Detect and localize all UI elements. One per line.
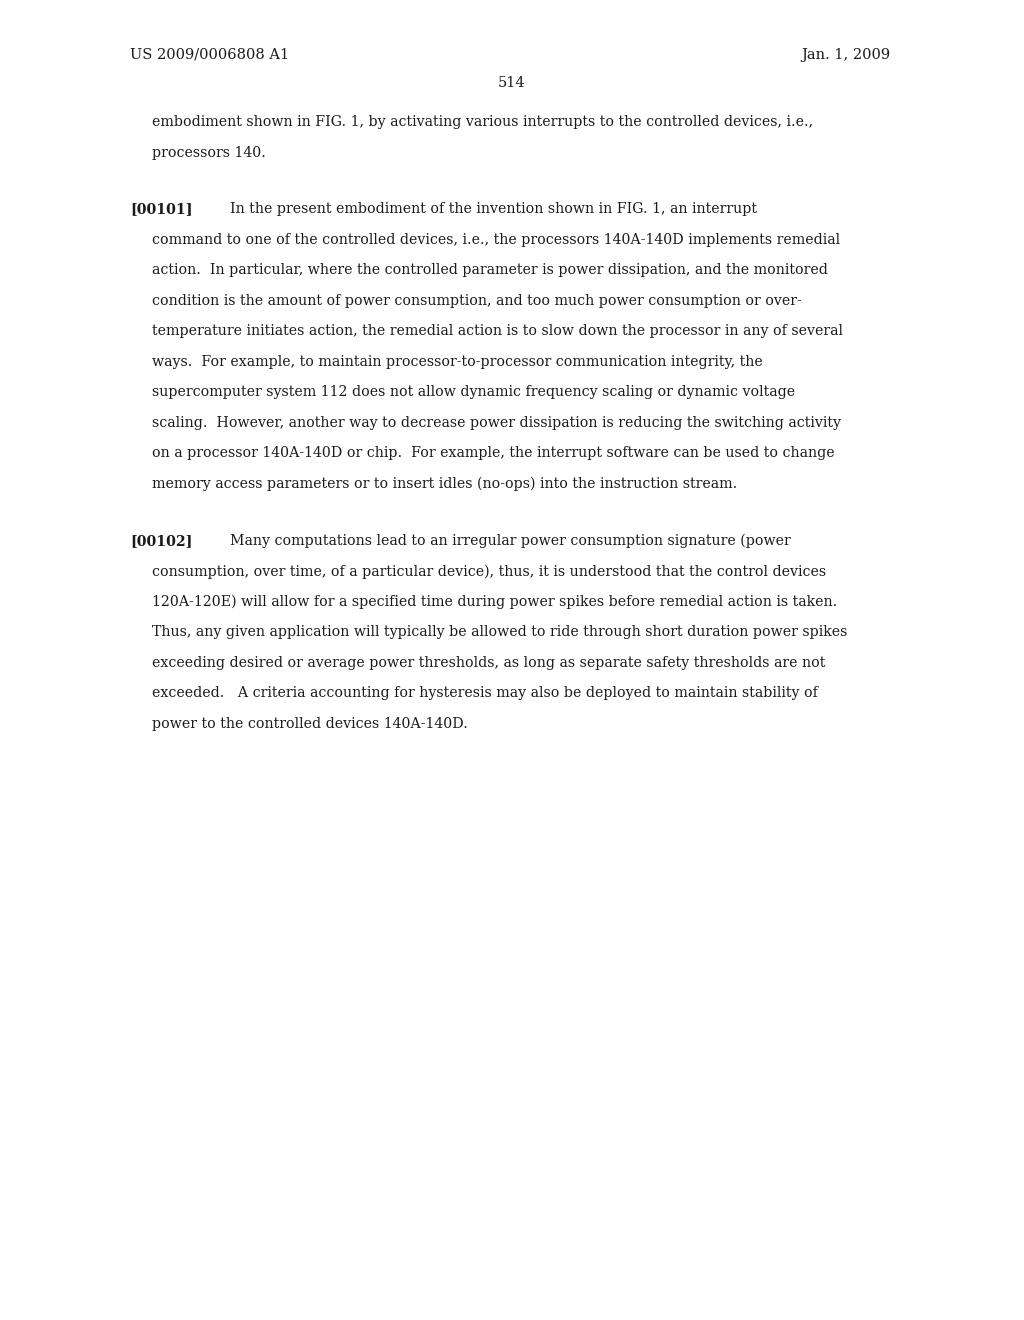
Text: [00102]: [00102]: [130, 535, 193, 548]
Text: US 2009/0006808 A1: US 2009/0006808 A1: [130, 48, 289, 62]
Text: consumption, over time, of a particular device), thus, it is understood that the: consumption, over time, of a particular …: [152, 565, 826, 579]
Text: processors 140.: processors 140.: [152, 145, 266, 160]
Text: scaling.  However, another way to decrease power dissipation is reducing the swi: scaling. However, another way to decreas…: [152, 416, 841, 430]
Text: exceeded.   A criteria accounting for hysteresis may also be deployed to maintai: exceeded. A criteria accounting for hyst…: [152, 686, 818, 701]
Text: action.  In particular, where the controlled parameter is power dissipation, and: action. In particular, where the control…: [152, 264, 827, 277]
Text: condition is the amount of power consumption, and too much power consumption or : condition is the amount of power consump…: [152, 294, 802, 308]
Text: supercomputer system 112 does not allow dynamic frequency scaling or dynamic vol: supercomputer system 112 does not allow …: [152, 385, 795, 400]
Text: Jan. 1, 2009: Jan. 1, 2009: [801, 48, 890, 62]
Text: power to the controlled devices 140A-140D.: power to the controlled devices 140A-140…: [152, 717, 468, 731]
Text: command to one of the controlled devices, i.e., the processors 140A-140D impleme: command to one of the controlled devices…: [152, 234, 840, 247]
Text: In the present embodiment of the invention shown in FIG. 1, an interrupt: In the present embodiment of the inventi…: [230, 202, 757, 216]
Text: on a processor 140A-140D or chip.  For example, the interrupt software can be us: on a processor 140A-140D or chip. For ex…: [152, 446, 835, 461]
Text: memory access parameters or to insert idles (no-ops) into the instruction stream: memory access parameters or to insert id…: [152, 477, 737, 491]
Text: embodiment shown in FIG. 1, by activating various interrupts to the controlled d: embodiment shown in FIG. 1, by activatin…: [152, 115, 813, 129]
Text: ways.  For example, to maintain processor-to-processor communication integrity, : ways. For example, to maintain processor…: [152, 355, 763, 370]
Text: temperature initiates action, the remedial action is to slow down the processor : temperature initiates action, the remedi…: [152, 325, 843, 338]
Text: 514: 514: [499, 77, 525, 90]
Text: Many computations lead to an irregular power consumption signature (power: Many computations lead to an irregular p…: [230, 535, 791, 548]
Text: Thus, any given application will typically be allowed to ride through short dura: Thus, any given application will typical…: [152, 626, 848, 639]
Text: exceeding desired or average power thresholds, as long as separate safety thresh: exceeding desired or average power thres…: [152, 656, 825, 671]
Text: [00101]: [00101]: [130, 202, 193, 216]
Text: 120A-120E) will allow for a specified time during power spikes before remedial a: 120A-120E) will allow for a specified ti…: [152, 595, 838, 610]
